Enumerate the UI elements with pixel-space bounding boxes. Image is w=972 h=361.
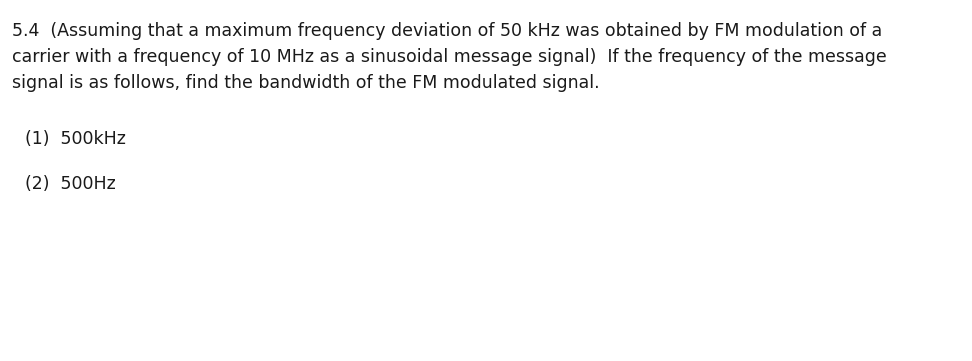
Text: 5.4  (Assuming that a maximum frequency deviation of 50 kHz was obtained by FM m: 5.4 (Assuming that a maximum frequency d…	[12, 22, 883, 40]
Text: signal is as follows, find the bandwidth of the FM modulated signal.: signal is as follows, find the bandwidth…	[12, 74, 600, 92]
Text: (2)  500Hz: (2) 500Hz	[25, 175, 116, 193]
Text: (1)  500kHz: (1) 500kHz	[25, 130, 126, 148]
Text: carrier with a frequency of 10 MHz as a sinusoidal message signal)  If the frequ: carrier with a frequency of 10 MHz as a …	[12, 48, 886, 66]
